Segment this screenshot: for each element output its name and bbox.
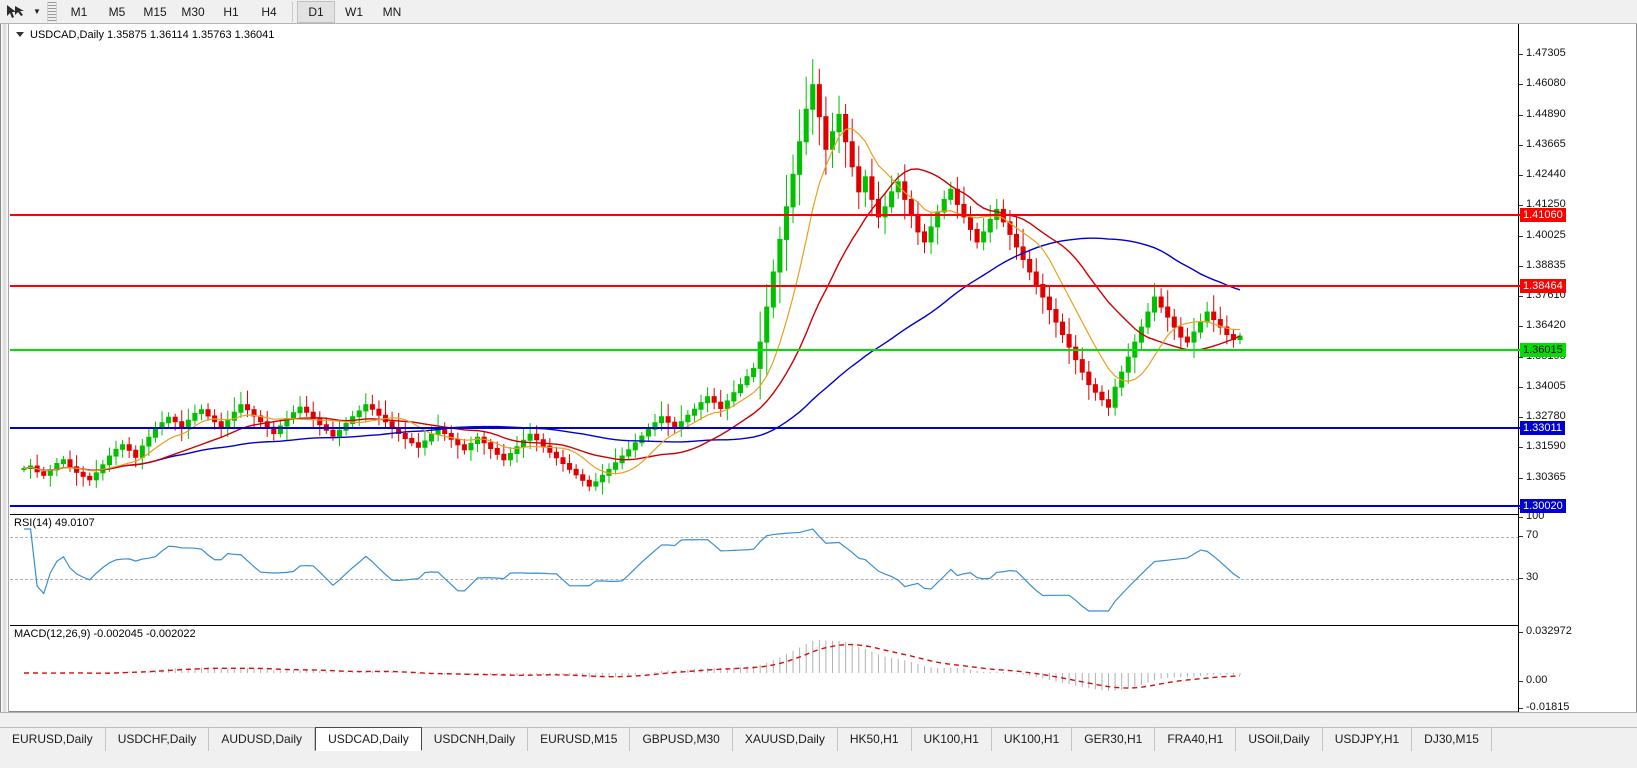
timeframe-mn[interactable]: MN — [382, 4, 402, 19]
timeframe-m5[interactable]: M5 — [108, 4, 126, 19]
chart-tab-uk100-h1[interactable]: UK100,H1 — [992, 727, 1073, 751]
level-price-badge[interactable]: 1.30020 — [1520, 499, 1566, 513]
chart-tabs: EURUSD,Daily USDCHF,Daily AUDUSD,Daily USDC… — [0, 727, 1637, 751]
level-line-1-36015[interactable] — [10, 347, 1529, 353]
level-line-1-33011[interactable] — [10, 425, 1529, 431]
cursor-tool-dropdown-icon[interactable]: ▼ — [33, 7, 41, 16]
timeframe-h4[interactable]: H4 — [261, 4, 277, 19]
chart-symbol-ohlc-label: USDCAD,Daily 1.35875 1.36114 1.35763 1.3… — [30, 29, 275, 41]
timeframe-m1[interactable]: M1 — [70, 4, 88, 19]
level-price-badge[interactable]: 1.41060 — [1520, 208, 1566, 222]
timeframe-group: M1 M5 M15 M30 H1 H4 D1 W1 MN — [60, 0, 411, 23]
chart-tab-audusd-daily[interactable]: AUDUSD,Daily — [209, 727, 316, 751]
chart-tab-usdchf-daily[interactable]: USDCHF,Daily — [106, 727, 210, 751]
macd-histogram-and-signal — [23, 640, 1241, 691]
chart-tab-dj30-m15[interactable]: DJ30,M15 — [1412, 727, 1492, 751]
chart-menu-caret-icon[interactable] — [16, 32, 24, 37]
timeframe-h1[interactable]: H1 — [223, 4, 239, 19]
chart-vertical-scrollbar[interactable] — [1, 24, 9, 712]
tabbar-divider — [0, 727, 1637, 728]
rsi-label: RSI(14) 49.0107 — [14, 517, 95, 529]
level-line-1-38464[interactable] — [10, 283, 1529, 289]
cursor-tool-icon[interactable] — [0, 1, 30, 23]
chart-tab-uk100-h1[interactable]: UK100,H1 — [912, 727, 992, 751]
level-line-1-30020[interactable] — [10, 503, 1529, 509]
price-pane[interactable]: USDCAD,Daily 1.35875 1.36114 1.35763 1.3… — [10, 24, 1529, 509]
price-candles-and-mas — [21, 59, 1243, 495]
chart-tab-xauusd-daily[interactable]: XAUUSD,Daily — [733, 727, 838, 751]
level-line-1-41060[interactable] — [10, 212, 1529, 218]
price-scale[interactable]: 1.47305 1.46080 1.44890 1.43665 1.42440 1.412… — [1518, 24, 1636, 713]
timeframe-w1[interactable]: W1 — [345, 4, 363, 19]
macd-label: MACD(12,26,9) -0.002045 -0.002022 — [14, 628, 196, 640]
level-price-badge[interactable]: 1.36015 — [1520, 343, 1566, 357]
chart-plot-host[interactable]: USDCAD,Daily 1.35875 1.36114 1.35763 1.3… — [10, 24, 1636, 713]
chart-tab-ger30-h1[interactable]: GER30,H1 — [1072, 727, 1156, 751]
chart-tab-usoil-daily[interactable]: USOil,Daily — [1236, 727, 1323, 751]
chart-tab-hk50-h1[interactable]: HK50,H1 — [838, 727, 912, 751]
chart-tab-fra40-h1[interactable]: FRA40,H1 — [1155, 727, 1237, 751]
rsi-line — [24, 528, 1241, 612]
macd-pane[interactable]: MACD(12,26,9) -0.002045 -0.002022 — [10, 625, 1529, 711]
level-price-badge[interactable]: 1.38464 — [1520, 279, 1566, 293]
chart-tabbar: EURUSD,Daily USDCHF,Daily AUDUSD,Daily USDC… — [0, 712, 1637, 768]
toolbar-separator — [292, 1, 293, 22]
rsi-level-70 — [10, 537, 1529, 538]
timeframe-m15[interactable]: M15 — [143, 4, 167, 19]
chart-tab-gbpusd-m30[interactable]: GBPUSD,M30 — [630, 727, 733, 751]
rsi-level-30 — [10, 579, 1529, 580]
main-toolbar: ▼ M1 M5 M15 M30 H1 H4 D1 W1 MN — [0, 0, 1637, 24]
timeframe-m30[interactable]: M30 — [181, 4, 205, 19]
chart-tab-usdcnh-daily[interactable]: USDCNH,Daily — [422, 727, 529, 751]
toolbar-grip[interactable] — [47, 1, 57, 22]
chart-tab-usdjpy-h1[interactable]: USDJPY,H1 — [1323, 727, 1413, 751]
level-price-badge[interactable]: 1.33011 — [1520, 421, 1565, 435]
chart-frame: USDCAD,Daily 1.35875 1.36114 1.35763 1.3… — [0, 24, 1637, 734]
chart-tab-usdcad-daily[interactable]: USDCAD,Daily — [315, 727, 422, 751]
chart-tab-eurusd-daily[interactable]: EURUSD,Daily — [0, 727, 106, 751]
timeframe-d1[interactable]: D1 — [297, 0, 335, 23]
chart-tab-eurusd-m15[interactable]: EURUSD,M15 — [528, 727, 631, 751]
rsi-pane[interactable]: RSI(14) 49.0107 — [10, 514, 1529, 624]
